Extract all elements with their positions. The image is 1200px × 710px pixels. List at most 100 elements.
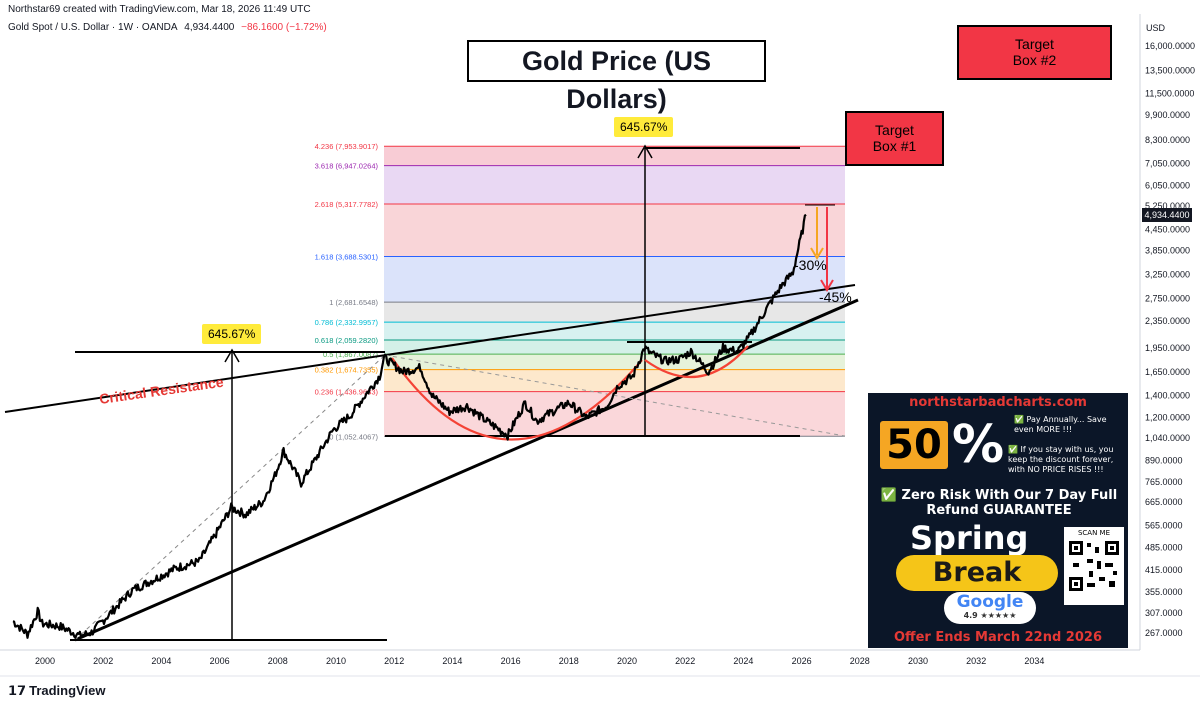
y-tick-label: 3,850.0000 (1145, 245, 1190, 255)
fib-zone (384, 340, 845, 355)
fib-zone (384, 146, 845, 166)
fib-zone (384, 322, 845, 341)
currency-label: USD (1146, 23, 1166, 33)
fib-level-label: 3.618 (6,947.0264) (315, 162, 379, 171)
symbol-name[interactable]: Gold Spot / U.S. Dollar · 1W · OANDA (8, 22, 178, 33)
dashed-projection-line (74, 354, 386, 641)
fib-zone (384, 256, 845, 303)
ad-percent-sign: % (952, 415, 1005, 475)
y-tick-label: 1,400.0000 (1145, 390, 1190, 400)
fib-level-label: 0.382 (1,674.7355) (315, 366, 379, 375)
last-price: 4,934.4400 (184, 22, 235, 33)
cup-arc (391, 357, 643, 441)
y-tick-label: 3,250.0000 (1145, 270, 1190, 280)
critical-resistance-line (4, 284, 856, 413)
fib-level-label: 0.786 (2,332.9957) (315, 318, 379, 327)
dashed-decline-line (384, 354, 846, 437)
symbol-line: Gold Spot / U.S. Dollar · 1W · OANDA 4,9… (8, 22, 331, 33)
x-tick-label: 2024 (733, 656, 753, 666)
critical-resistance-label: Critical Resistance (98, 374, 225, 407)
ad-google-badge: Google 4.9 ★★★★★ (944, 592, 1036, 624)
y-tick-label: 1,040.0000 (1145, 433, 1190, 443)
ad-offer-ends: Offer Ends March 22nd 2026 (893, 630, 1102, 645)
x-tick-label: 2028 (850, 656, 870, 666)
x-tick-label: 2032 (966, 656, 986, 666)
x-tick-label: 2000 (35, 656, 55, 666)
y-tick-label: 765.0000 (1145, 477, 1183, 487)
target-box-2: Target Box #2 (957, 25, 1112, 80)
fib-level-label: 4.236 (7,953.9017) (315, 142, 379, 151)
ad-zero-risk: ✅ Zero Risk With Our 7 Day Full Refund G… (880, 488, 1118, 518)
x-tick-label: 2012 (384, 656, 404, 666)
promo-ad[interactable]: northstarbadcharts.com 50 % ✅ Pay Annual… (868, 393, 1128, 648)
ad-spring-text: Spring (910, 519, 1029, 557)
x-tick-label: 2004 (151, 656, 171, 666)
fib-level-label: 0 (1,052.4067) (329, 432, 378, 441)
y-tick-label: 1,650.0000 (1145, 367, 1190, 377)
axes: USD 16,000.0000 13,500.0000 11,500.0000 9,90… (0, 14, 1200, 677)
y-tick-label: 565.0000 (1145, 521, 1183, 531)
y-tick-label: 16,000.0000 (1145, 41, 1195, 51)
x-tick-label: 2008 (268, 656, 288, 666)
ad-discount-number: 50 (880, 421, 948, 469)
y-tick-label: 1,200.0000 (1145, 412, 1190, 422)
fib-zone (384, 369, 845, 392)
target-box-1-line2: Box #1 (872, 138, 917, 154)
fib-level-label: 0.236 (1,436.9633) (315, 388, 379, 397)
ad-note-forever: ✅ If you stay with us, you keep the disc… (1008, 445, 1114, 474)
y-tick-label: 355.0000 (1145, 587, 1183, 597)
y-tick-label: 11,500.0000 (1145, 88, 1194, 98)
x-tick-label: 2016 (501, 656, 521, 666)
x-tick-label: 2002 (93, 656, 113, 666)
fib-level-label: 1.618 (3,688.5301) (315, 252, 379, 261)
x-tick-label: 2014 (442, 656, 462, 666)
fib-zone (384, 302, 845, 323)
x-tick-label: 2022 (675, 656, 695, 666)
x-tick-label: 2010 (326, 656, 346, 666)
fib-zones: 4.236 (7,953.9017) 3.618 (6,947.0264) 2.61… (315, 142, 845, 441)
qr-code-panel[interactable]: SCAN ME (1064, 527, 1124, 605)
y-tick-label: 7,050.0000 (1145, 159, 1190, 169)
fib-level-label: 0.618 (2,059.2820) (315, 336, 379, 345)
drawings (4, 144, 859, 642)
fib-level-label: 2.618 (5,317.7782) (315, 200, 379, 209)
current-price-tag: 4,934.4400 (1142, 207, 1192, 222)
target-box-2-line1: Target (1015, 36, 1054, 52)
tradingview-logo[interactable]: 𝟭𝟳 TradingView (8, 683, 105, 699)
y-tick-label: 665.0000 (1145, 497, 1183, 507)
right-arrow-head (637, 144, 653, 159)
x-tick-label: 2034 (1024, 656, 1044, 666)
x-tick-label: 2020 (617, 656, 637, 666)
tradingview-icon: 𝟭𝟳 (8, 683, 27, 698)
x-tick-label: 2026 (792, 656, 812, 666)
handle-arc (644, 345, 749, 379)
drop-45-arrow-head (820, 279, 834, 292)
price-series-line (12, 213, 807, 639)
y-tick-label: 415.0000 (1145, 565, 1183, 575)
ad-note-annual: ✅ Pay Annually... Save even MORE !!! (1014, 415, 1107, 434)
y-tick-label: 307.0000 (1145, 608, 1183, 618)
left-arrow-head (224, 348, 240, 363)
ad-site-url[interactable]: northstarbadcharts.com (909, 395, 1087, 410)
qr-code-icon (1069, 541, 1119, 591)
x-tick-label: 2006 (210, 656, 230, 666)
target-box-1-line1: Target (875, 122, 914, 138)
y-tick-label: 485.0000 (1145, 542, 1183, 552)
y-tick-label: 8,300.0000 (1145, 135, 1190, 145)
ad-break-badge: Break (896, 555, 1058, 591)
brand-name: TradingView (29, 683, 106, 698)
long-term-support-trendline (74, 298, 859, 642)
fib-zone (384, 354, 845, 370)
created-by-line: Northstar69 created with TradingView.com… (8, 4, 311, 15)
y-tick-label: 6,050.0000 (1145, 180, 1190, 190)
fib-zone (384, 203, 845, 257)
gain-label-right: 645.67% (614, 117, 674, 137)
drop-30-arrow-head (810, 247, 824, 260)
y-tick-label: 13,500.0000 (1145, 65, 1195, 75)
price-change: −86.1600 (−1.72%) (241, 22, 327, 33)
gain-label-left: 645.67% (202, 324, 262, 344)
fib-zone (384, 165, 845, 204)
y-tick-label: 9,900.0000 (1145, 110, 1190, 120)
chart-title: Gold Price (US Dollars) (467, 40, 766, 114)
